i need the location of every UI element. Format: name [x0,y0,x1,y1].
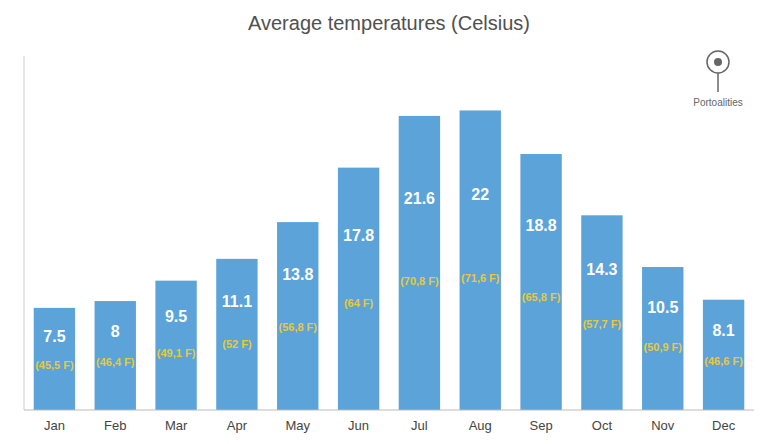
bar [338,168,379,410]
y-axis-line [24,56,25,410]
bar [703,300,744,410]
annotation: (56,8 F) [278,321,317,333]
logo-pin-dot [714,58,722,66]
annotation: (50,9 F) [643,341,682,353]
x-tick-label: Oct [592,418,613,433]
logo: Portoalities [693,51,742,108]
bar [155,281,196,410]
bar [581,215,622,410]
bars [34,110,745,410]
x-tick-label: Feb [104,418,126,433]
bar [277,222,318,410]
x-tick-label: Aug [469,418,492,433]
x-tick-label: Nov [651,418,675,433]
annotation: (64 F) [344,297,374,309]
x-tick-label: Jul [411,418,428,433]
annotation: (46,4 F) [96,356,135,368]
annotation: (46,6 F) [704,355,743,367]
annotation: (49,1 F) [157,347,196,359]
data-label: 18.8 [526,217,557,234]
x-tick-label: Sep [530,418,553,433]
x-tick-label: Jan [44,418,65,433]
bar [399,116,440,410]
x-tick-label: Jun [348,418,369,433]
annotation: (57,7 F) [583,318,622,330]
annotation: (52 F) [222,338,252,350]
x-tick-label: Apr [227,418,248,433]
bar [34,308,75,410]
data-label: 9.5 [165,308,187,325]
credit: Portoalities [693,97,742,108]
data-label: 13.8 [282,266,313,283]
logo-pin-stem [717,73,719,92]
x-tick-label: Dec [712,418,736,433]
data-label: 22 [471,186,489,203]
data-label: 11.1 [222,293,252,310]
x-axis-line [24,410,754,411]
data-label: 21.6 [404,190,435,207]
chart: Average temperatures (Celsius) 7.5 (45,5 F… [0,0,778,444]
data-label: 14.3 [586,261,617,278]
data-label: 8 [111,323,120,340]
title: Average temperatures (Celsius) [248,12,530,34]
x-tick-label: May [285,418,310,433]
data-label: 10.5 [647,299,678,316]
x-tick-label: Mar [165,418,188,433]
data-label: 8.1 [712,322,734,339]
data-label: 17.8 [343,227,374,244]
chart-container: Average temperatures (Celsius) 7.5 (45,5 F… [0,0,778,444]
annotation: (70,8 F) [400,275,439,287]
annotation: (45,5 F) [35,359,74,371]
annotation: (65,8 F) [522,291,561,303]
bar [460,110,501,410]
bar [642,267,683,410]
bar [95,301,136,410]
bar [520,154,561,410]
logo-pin-ring [707,51,729,73]
annotation: (71,6 F) [461,272,500,284]
data-label: 7.5 [43,328,65,345]
bar [216,259,257,410]
